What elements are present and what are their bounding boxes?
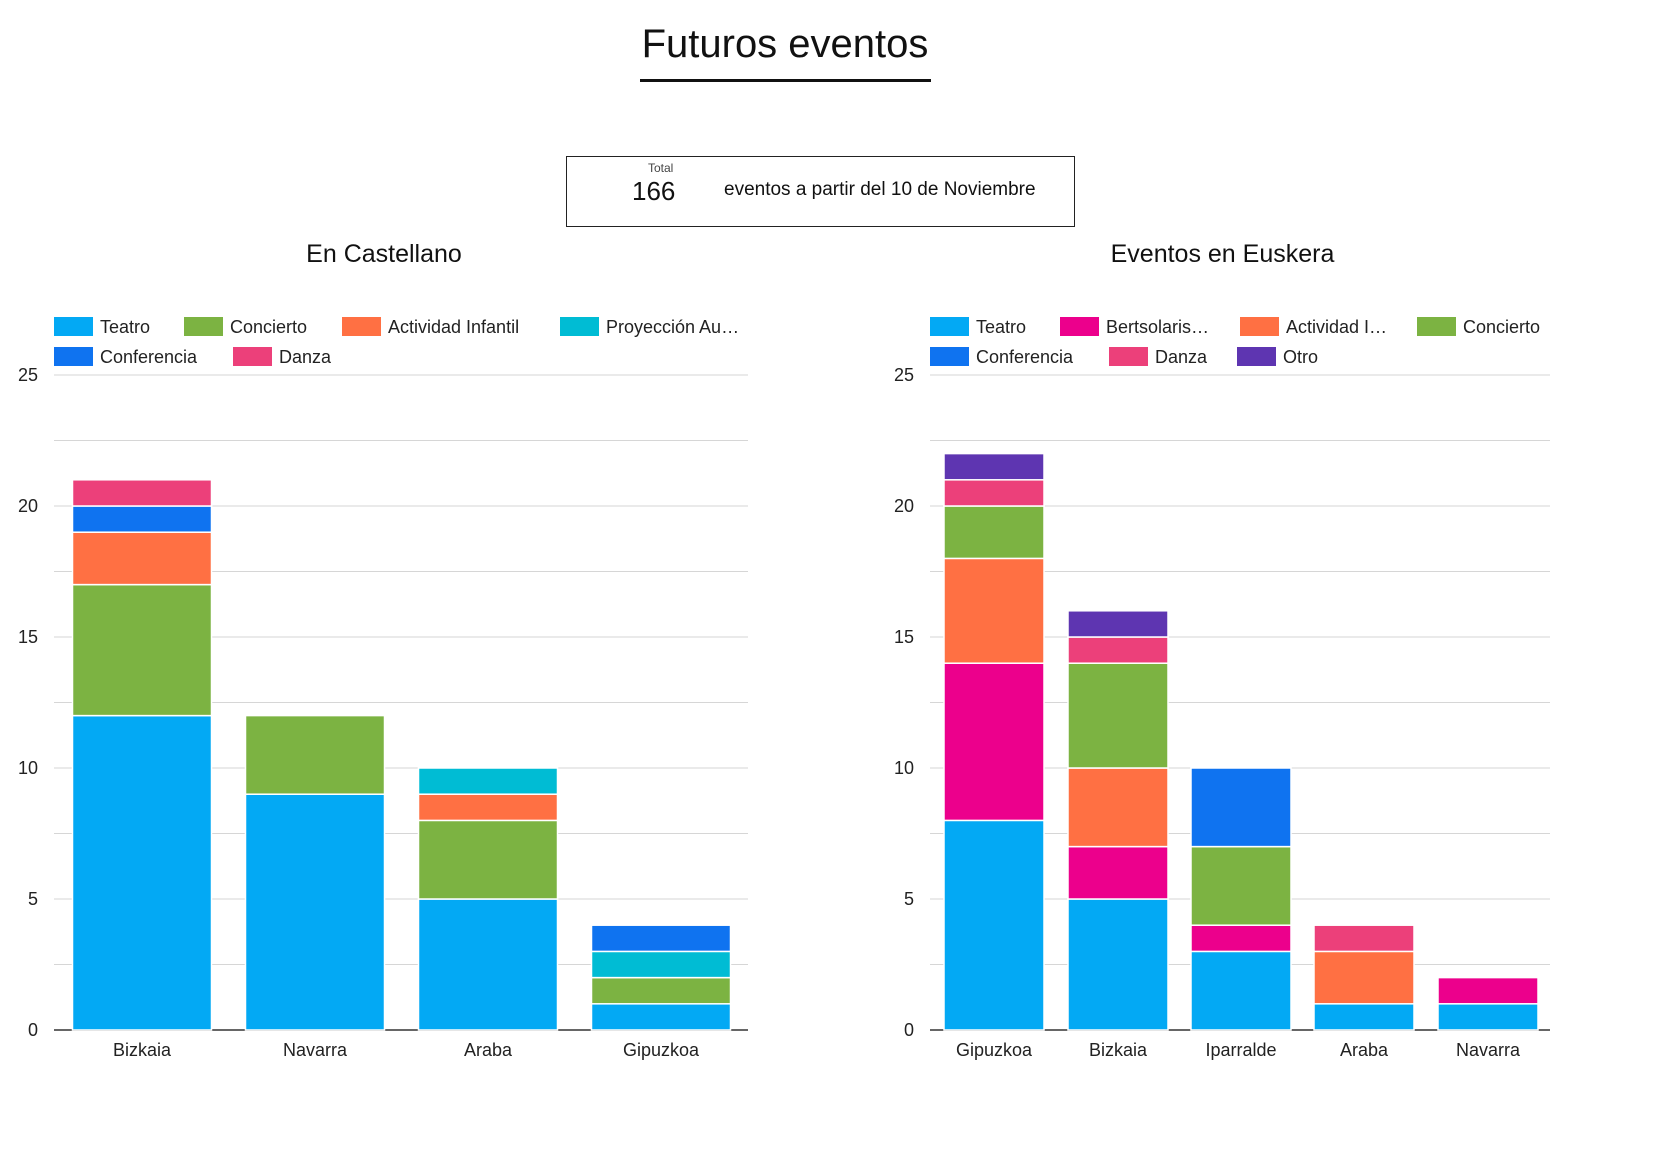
bar-segment (1190, 950, 1292, 1031)
y-tick-label: 20 (894, 496, 914, 516)
bar-segment (943, 479, 1045, 507)
x-tick-label: Bizkaia (113, 1040, 172, 1060)
bar-segment (1190, 767, 1292, 848)
legend-swatch (1060, 317, 1099, 336)
legend-swatch (184, 317, 223, 336)
bar-segment (943, 452, 1045, 481)
legend-label: Conferencia (976, 347, 1074, 367)
bar-segment (943, 819, 1045, 1031)
x-tick-label: Gipuzkoa (623, 1040, 700, 1060)
title-underline (640, 79, 931, 82)
legend-label: Actividad I… (1286, 317, 1387, 337)
legend-label: Teatro (976, 317, 1026, 337)
x-tick-label: Gipuzkoa (956, 1040, 1033, 1060)
bar-segment (943, 505, 1045, 560)
legend-swatch (54, 317, 93, 336)
bar-segment (1437, 1003, 1539, 1031)
legend-label: Proyección Au… (606, 317, 739, 337)
y-tick-label: 5 (28, 889, 38, 909)
legend-swatch (930, 347, 969, 366)
legend-label: Concierto (230, 317, 307, 337)
bar-segment (590, 1003, 732, 1031)
x-tick-label: Bizkaia (1089, 1040, 1148, 1060)
bar-segment (244, 793, 386, 1031)
y-tick-label: 0 (28, 1020, 38, 1040)
y-tick-label: 15 (894, 627, 914, 647)
y-tick-label: 20 (18, 496, 38, 516)
bar-segment (590, 976, 732, 1005)
total-scorecard (566, 156, 1075, 227)
y-tick-label: 15 (18, 627, 38, 647)
bar-segment (1067, 662, 1169, 769)
y-tick-label: 5 (904, 889, 914, 909)
bar-segment (1313, 1003, 1415, 1031)
bar-segment (417, 819, 559, 900)
legend-label: Concierto (1463, 317, 1540, 337)
bar-segment (244, 714, 386, 795)
legend-swatch (1237, 347, 1276, 366)
bar-segment (71, 531, 213, 586)
y-tick-label: 10 (18, 758, 38, 778)
legend-label: Actividad Infantil (388, 317, 519, 337)
y-tick-label: 25 (894, 365, 914, 385)
bar-segment (943, 557, 1045, 664)
page-title: Futuros eventos (641, 22, 929, 66)
y-tick-label: 10 (894, 758, 914, 778)
bar-segment (1190, 845, 1292, 926)
bar-segment (1067, 610, 1169, 638)
legend-swatch (1240, 317, 1279, 336)
bar-segment (417, 793, 559, 822)
bar-segment (943, 662, 1045, 822)
bar-segment (590, 924, 732, 953)
legend-label: Danza (1155, 347, 1208, 367)
x-tick-label: Araba (1340, 1040, 1389, 1060)
bar-segment (417, 767, 559, 795)
scorecard-label: Total (648, 161, 674, 175)
bar-segment (1067, 898, 1169, 1031)
legend-swatch (54, 347, 93, 366)
legend-label: Bertsolaris… (1106, 317, 1209, 337)
bar-segment (417, 898, 559, 1031)
legend-swatch (342, 317, 381, 336)
bar-segment (1067, 767, 1169, 848)
legend-swatch (1417, 317, 1456, 336)
x-tick-label: Navarra (283, 1040, 348, 1060)
chart-title-castellano: En Castellano (306, 240, 462, 268)
legend-label: Teatro (100, 317, 150, 337)
bar-segment (1067, 636, 1169, 664)
y-tick-label: 25 (18, 365, 38, 385)
bar-segment (1190, 924, 1292, 953)
x-tick-label: Araba (464, 1040, 513, 1060)
bar-segment (1067, 845, 1169, 900)
bar-segment (1313, 950, 1415, 1005)
bar-segment (590, 950, 732, 979)
bar-segment (71, 714, 213, 1031)
legend-swatch (233, 347, 272, 366)
bar-segment (71, 505, 213, 533)
scorecard-value: 166 (632, 176, 676, 206)
legend-label: Danza (279, 347, 332, 367)
legend-label: Otro (1283, 347, 1318, 367)
legend-swatch (560, 317, 599, 336)
y-tick-label: 0 (904, 1020, 914, 1040)
bar-segment (1437, 976, 1539, 1005)
bar-segment (71, 479, 213, 507)
scorecard-description: eventos a partir del 10 de Noviembre (724, 179, 1036, 200)
bar-segment (1313, 924, 1415, 953)
x-tick-label: Iparralde (1205, 1040, 1276, 1060)
bar-segment (71, 583, 213, 717)
chart-title-euskera: Eventos en Euskera (1110, 240, 1335, 268)
legend-swatch (1109, 347, 1148, 366)
legend-swatch (930, 317, 969, 336)
x-tick-label: Navarra (1456, 1040, 1521, 1060)
legend-label: Conferencia (100, 347, 198, 367)
